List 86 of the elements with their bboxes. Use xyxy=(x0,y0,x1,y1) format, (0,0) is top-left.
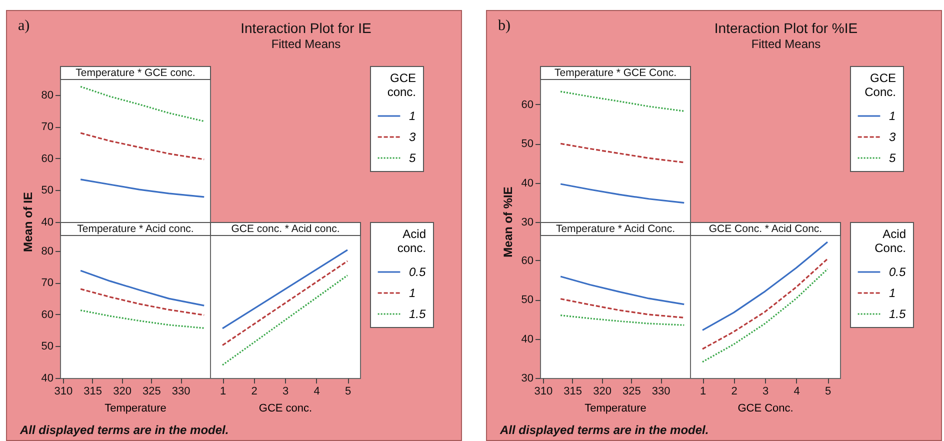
chart-title: Temperature * GCE conc. xyxy=(60,66,211,80)
y-tick-label: 60 xyxy=(521,98,534,111)
legend-label: 1.5 xyxy=(889,307,906,321)
y-tick-label: 50 xyxy=(521,138,534,150)
legend-label: 3 xyxy=(889,130,896,144)
y-tick-label: 40 xyxy=(41,216,54,228)
text: Fitted Means xyxy=(751,37,821,51)
x-axis-title: Temperature xyxy=(584,402,646,414)
y-tick-label: 40 xyxy=(521,177,534,190)
x-tick-label: 3 xyxy=(762,386,769,398)
legend-title: GCE Conc. xyxy=(864,71,896,99)
x-tick-label: 310 xyxy=(534,386,553,398)
chart-title: Temperature * GCE Conc. xyxy=(540,66,691,80)
legend-title: GCE conc. xyxy=(387,71,416,99)
x-tick-label: 1 xyxy=(700,386,706,398)
x-tick-label: 320 xyxy=(113,386,132,398)
legend-title: Acid conc. xyxy=(397,227,426,255)
y-tick-label: 50 xyxy=(521,294,534,306)
line-series xyxy=(80,178,205,198)
y-tick-label: 70 xyxy=(41,277,54,290)
chart-title: Temperature * Acid conc. xyxy=(60,222,211,236)
text: Interaction Plot for %IE xyxy=(714,20,858,36)
chart-title: GCE Conc. * Acid Conc. xyxy=(690,222,841,236)
legend-label: 1 xyxy=(409,286,416,300)
x-tick-label: 4 xyxy=(314,386,320,398)
x-tick-label: 5 xyxy=(344,386,352,398)
text: All displayed terms are in the model. xyxy=(500,423,709,437)
text: b) xyxy=(498,18,510,35)
text: a) xyxy=(18,18,30,35)
legend-label: 1 xyxy=(409,109,416,123)
y-tick-label: 60 xyxy=(41,308,54,321)
x-tick-label: 5 xyxy=(824,386,832,398)
chart-title: Temperature * Acid Conc. xyxy=(540,222,691,236)
x-tick-label: 3 xyxy=(282,386,289,398)
line-series xyxy=(80,86,205,122)
y-tick-label: 70 xyxy=(41,121,54,134)
legend-label: 1.5 xyxy=(409,307,426,321)
chart-title: GCE conc. * Acid conc. xyxy=(210,222,361,236)
y-tick-label: 80 xyxy=(41,245,54,258)
line-series xyxy=(560,298,685,318)
legend-label: 5 xyxy=(889,151,896,165)
x-tick-label: 1 xyxy=(220,386,226,398)
y-axis-title: Mean of IE xyxy=(21,192,35,252)
line-series xyxy=(80,288,205,316)
legend-label: 0.5 xyxy=(409,265,426,279)
y-tick-label: 30 xyxy=(521,216,534,228)
legend-label: 1 xyxy=(889,109,896,123)
text: Fitted Means xyxy=(271,37,341,51)
x-axis-title: GCE Conc. xyxy=(738,402,794,414)
x-tick-label: 2 xyxy=(251,386,258,398)
line-series xyxy=(80,310,205,329)
x-tick-label: 315 xyxy=(84,386,102,398)
line-series xyxy=(80,270,205,306)
legend-label: 3 xyxy=(409,130,416,144)
y-axis-title: Mean of %IE xyxy=(501,186,515,258)
x-axis-title: GCE conc. xyxy=(258,402,312,414)
x-tick-label: 310 xyxy=(54,386,73,398)
y-tick-label: 60 xyxy=(41,152,54,165)
line-series xyxy=(80,132,205,160)
y-tick-label: 80 xyxy=(41,89,54,102)
line-series xyxy=(560,142,685,164)
y-tick-label: 50 xyxy=(41,184,54,197)
line-series xyxy=(560,90,685,112)
x-tick-label: 320 xyxy=(593,386,612,398)
text: Interaction Plot for IE xyxy=(240,20,372,36)
line-series xyxy=(560,183,685,204)
x-tick-label: 315 xyxy=(564,386,582,398)
x-tick-label: 330 xyxy=(652,386,670,398)
text: All displayed terms are in the model. xyxy=(20,423,229,437)
x-tick-label: 325 xyxy=(142,386,161,398)
legend-label: 1 xyxy=(889,286,896,300)
x-tick-label: 2 xyxy=(731,386,738,398)
y-tick-label: 40 xyxy=(521,333,534,346)
legend-label: 5 xyxy=(409,151,416,165)
y-tick-label: 30 xyxy=(521,372,534,384)
line-series xyxy=(560,276,685,306)
x-tick-label: 330 xyxy=(172,386,190,398)
x-tick-label: 4 xyxy=(794,386,800,398)
legend-title: Acid Conc. xyxy=(874,227,906,255)
y-tick-label: 40 xyxy=(41,372,54,384)
legend-label: 0.5 xyxy=(889,265,906,279)
y-tick-label: 60 xyxy=(521,254,534,267)
y-tick-label: 50 xyxy=(41,340,54,353)
x-tick-label: 325 xyxy=(622,386,641,398)
line-series xyxy=(560,314,685,326)
x-axis-title: Temperature xyxy=(104,402,166,414)
